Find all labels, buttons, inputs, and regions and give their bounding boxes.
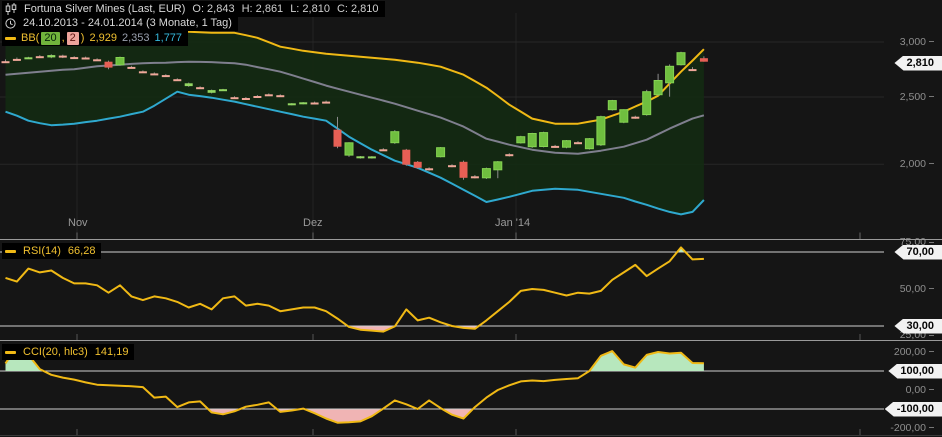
bb-stddev-chip[interactable]: 2 (66, 31, 79, 45)
cci-tick-0: 0,00 (906, 384, 934, 397)
rsi-indicator-row[interactable]: RSI(14) 66,28 (2, 243, 102, 259)
cci-indicator-row[interactable]: CCI(20, hlc3) 141,19 (2, 344, 135, 360)
bb-name: BB( (21, 32, 40, 44)
ohlc-close: C: 2,810 (336, 3, 379, 15)
bb-middle-value: 2,353 (121, 32, 150, 44)
rsi-label: RSI(14) (23, 245, 61, 257)
month-label-nov: Nov (68, 217, 88, 229)
ohlc-open: O: 2,843 (192, 3, 235, 15)
cci-value: 141,19 (94, 346, 129, 358)
rsi-tick-50: 50,00 (900, 283, 934, 296)
bb-lower-value: 1,777 (154, 32, 183, 44)
cci-label: CCI(20, hlc3) (23, 346, 88, 358)
date-range-text: 24.10.2013 - 24.01.2014 (3 Monate, 1 Tag… (23, 17, 232, 29)
bb-comma: , (61, 32, 65, 44)
price-tick-2500: 2,500 (900, 91, 934, 104)
separator-rsi-cci[interactable] (0, 340, 942, 341)
rsi-value: 66,28 (67, 245, 96, 257)
ohlc-high: H: 2,861 (241, 3, 284, 15)
cci-line-icon (5, 350, 16, 354)
clock-icon (5, 17, 16, 29)
cci-tick-200: 200,00 (894, 346, 934, 359)
cci-lower-badge: -100,00 (884, 401, 942, 417)
ohlc-low: L: 2,810 (290, 3, 330, 15)
rsi-line-icon (5, 249, 16, 253)
cci-tick-neg200: -200,00 (890, 422, 934, 435)
symbol-title: Fortuna Silver Mines (Last, EUR) (24, 3, 186, 15)
separator-main-rsi[interactable] (0, 239, 942, 240)
price-tick-3000: 3,000 (900, 36, 934, 49)
bottom-border (0, 435, 942, 436)
date-range-row[interactable]: 24.10.2013 - 24.01.2014 (3 Monate, 1 Tag… (2, 15, 238, 31)
rsi-overbought-badge: 70,00 (894, 244, 942, 260)
bb-period-chip[interactable]: 20 (41, 31, 60, 45)
bb-upper-value: 2,929 (89, 32, 117, 44)
cci-upper-badge: 100,00 (888, 363, 942, 379)
bb-paren: ) (80, 32, 85, 44)
bb-line-icon (5, 36, 16, 40)
symbol-legend[interactable]: Fortuna Silver Mines (Last, EUR) O: 2,84… (2, 1, 385, 17)
price-tick-2000: 2,000 (900, 158, 934, 171)
month-label-dez: Dez (303, 217, 323, 229)
rsi-oversold-badge: 30,00 (894, 318, 942, 334)
month-label-jan14: Jan '14 (495, 217, 531, 229)
bb-indicator-row[interactable]: BB(20, 2) 2,929 2,353 1,777 (2, 30, 189, 46)
candlestick-icon (5, 3, 17, 15)
last-price-badge: 2,810 (894, 55, 942, 71)
